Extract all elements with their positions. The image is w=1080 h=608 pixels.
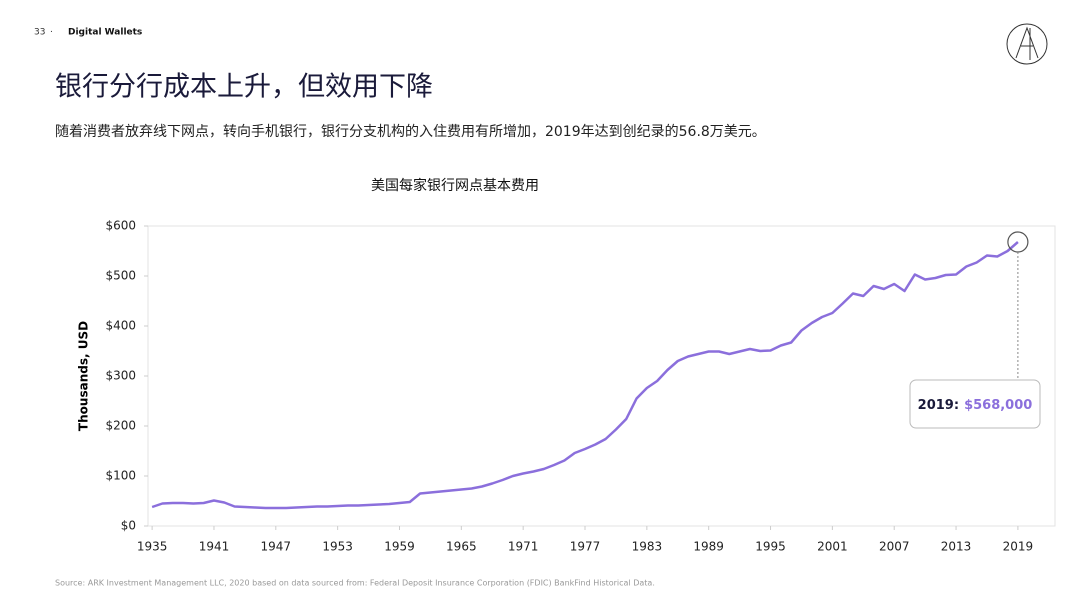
section: Digital Wallets — [68, 28, 142, 38]
x-tick-label: 1959 — [384, 540, 415, 554]
x-tick-label: 1983 — [632, 540, 663, 554]
x-tick-label: 1935 — [137, 540, 168, 554]
x-tick-label: 1971 — [508, 540, 539, 554]
callout-text: 2019: $568,000 — [918, 398, 1033, 413]
x-tick-label: 1965 — [446, 540, 477, 554]
line-series — [151, 241, 1019, 510]
x-tick-label: 1953 — [322, 540, 353, 554]
callout-label: 2019: — [918, 398, 959, 413]
y-tick-label: $0 — [121, 519, 136, 533]
y-tick-label: $100 — [105, 469, 136, 483]
y-tick-label: $600 — [105, 219, 136, 233]
y-axis-label: Thousands, USD — [77, 321, 91, 431]
x-tick-label: 1977 — [570, 540, 601, 554]
slide-title: 银行分行成本上升，但效用下降 — [55, 72, 433, 103]
y-tick-label: $500 — [105, 269, 136, 283]
y-tick-label: $200 — [105, 419, 136, 433]
x-tick-label: 1995 — [755, 540, 786, 554]
logo — [1006, 23, 1048, 65]
plot-area — [147, 225, 1056, 527]
callout-box — [909, 379, 1041, 429]
x-tick-label: 1989 — [693, 540, 724, 554]
x-tick-label: 1947 — [261, 540, 292, 554]
y-tick-label: $400 — [105, 319, 136, 333]
page-number: 33 — [34, 28, 45, 38]
source: Source: ARK Investment Management LLC, 2… — [55, 579, 655, 588]
slide-subtitle: 随着消费者放弃线下网点，转向手机银行，银行分支机构的入住费用有所增加，2019年… — [55, 124, 766, 140]
x-tick-label: 1941 — [199, 540, 230, 554]
separator: · — [50, 28, 53, 38]
x-tick-label: 2019 — [1003, 540, 1034, 554]
callout-value: $568,000 — [964, 398, 1032, 413]
x-tick-label: 2007 — [879, 540, 910, 554]
chart-title: 美国每家银行网点基本费用 — [371, 177, 539, 194]
x-tick-label: 2001 — [817, 540, 848, 554]
y-tick-label: $300 — [105, 369, 136, 383]
x-tick-label: 2013 — [941, 540, 972, 554]
